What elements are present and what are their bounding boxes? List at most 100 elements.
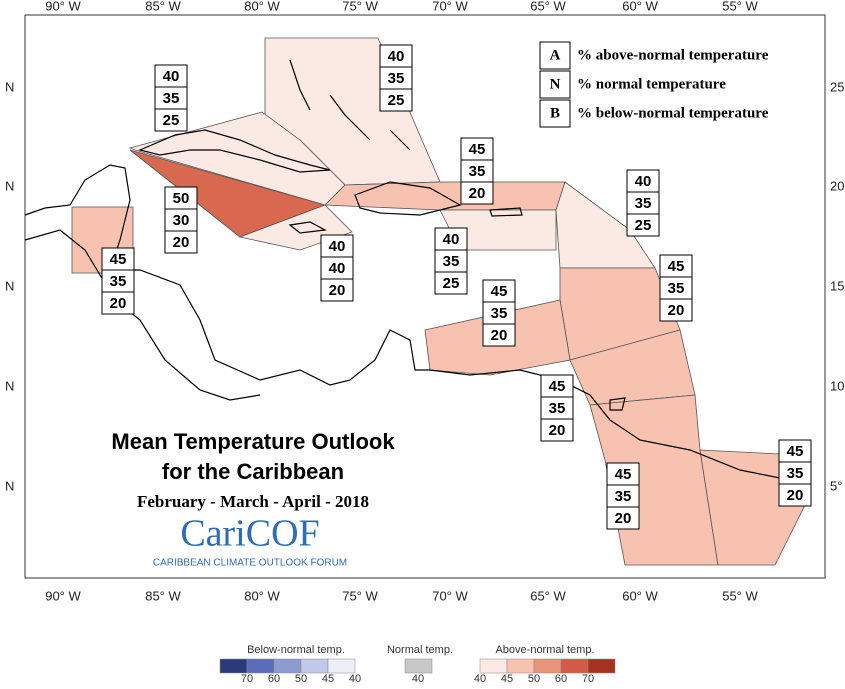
probability-value: 40	[329, 238, 346, 255]
probability-value: 20	[491, 327, 508, 344]
right-axis-label: 10	[830, 378, 844, 393]
scale-tick: 70	[241, 673, 253, 684]
title-line2: for the Caribbean	[162, 459, 344, 484]
legend-key: A	[550, 47, 561, 63]
probability-value: 45	[469, 141, 486, 158]
probability-value: 35	[469, 163, 486, 180]
probability-value: 35	[635, 195, 652, 212]
scale-tick: 70	[582, 673, 594, 684]
probability-value: 20	[787, 487, 804, 504]
probability-value: 40	[635, 173, 652, 190]
probability-value: 35	[668, 280, 685, 297]
scale-tick: 45	[322, 673, 334, 684]
scale-swatch	[404, 658, 433, 674]
left-axis-label: N	[5, 278, 14, 293]
right-axis-label: 15	[830, 278, 844, 293]
probability-value: 20	[549, 422, 566, 439]
bottom-axis-label: 55° W	[722, 588, 758, 603]
scale-tick: 40	[412, 673, 424, 684]
left-axis-label: N	[5, 478, 14, 493]
legend-key-box	[539, 41, 571, 70]
probability-value: 40	[388, 48, 405, 65]
legend-key: N	[550, 76, 561, 92]
scale-title: Below-normal temp.	[247, 644, 345, 656]
probability-value: 35	[615, 488, 632, 505]
legend-label: % below-normal temperature	[577, 105, 769, 121]
right-axis-label: 5°	[830, 478, 842, 493]
probability-value: 30	[173, 212, 190, 229]
legend-label: % normal temperature	[577, 76, 726, 92]
probability-cell	[320, 278, 354, 302]
bottom-axis-label: 60° W	[622, 588, 658, 603]
probability-value: 35	[443, 253, 460, 270]
probability-cell	[434, 271, 468, 295]
probability-value: 45	[110, 251, 127, 268]
probability-value: 50	[173, 190, 190, 207]
top-axis-label: 85° W	[145, 0, 181, 13]
legend: A % above-normal temperature N % normal tem…	[539, 41, 769, 128]
probability-value: 35	[163, 90, 180, 107]
probability-value: 25	[635, 217, 652, 234]
left-axis-label: N	[5, 79, 14, 94]
probability-value: 25	[388, 92, 405, 109]
scale-swatch	[560, 658, 589, 674]
scale-tick: 40	[474, 673, 486, 684]
left-axis-label: N	[5, 178, 14, 193]
probability-value: 20	[615, 510, 632, 527]
scale-swatch	[479, 658, 508, 674]
scale-swatch	[587, 658, 616, 674]
probability-cell	[659, 298, 693, 322]
logo: CariCOF	[180, 513, 319, 555]
probability-cell	[540, 418, 574, 442]
right-axis-label: 25	[830, 79, 844, 94]
probability-cell	[482, 323, 516, 347]
probability-value: 40	[329, 260, 346, 277]
probability-value: 40	[443, 231, 460, 248]
probability-cell	[460, 181, 494, 205]
top-axis-label: 65° W	[530, 0, 566, 13]
right-axis-label: 20	[830, 178, 844, 193]
probability-value: 45	[549, 378, 566, 395]
probability-value: 20	[469, 185, 486, 202]
probability-value: 45	[668, 258, 685, 275]
probability-value: 45	[615, 466, 632, 483]
probability-cell	[101, 291, 135, 315]
top-axis-label: 90° W	[45, 0, 81, 13]
scale-tick: 50	[528, 673, 540, 684]
probability-value: 35	[388, 70, 405, 87]
scale-swatch	[246, 658, 275, 674]
probability-cell	[379, 88, 413, 112]
top-axis-label: 60° W	[622, 0, 658, 13]
probability-cell	[164, 230, 198, 254]
title-period: February - March - April - 2018	[137, 492, 369, 511]
bottom-axis-label: 75° W	[342, 588, 378, 603]
overlay: 40 35 25 40 35 25 50 30 20 45 35 20 40 40 20 45 35 20 40 35…	[101, 44, 812, 530]
probability-value: 45	[787, 443, 804, 460]
probability-value: 35	[110, 273, 127, 290]
scale-tick: 60	[268, 673, 280, 684]
probability-value: 25	[443, 275, 460, 292]
bottom-axis-label: 80° W	[244, 588, 280, 603]
probability-cell	[154, 108, 188, 132]
title-line1: Mean Temperature Outlook	[111, 429, 395, 454]
top-axis-label: 55° W	[722, 0, 758, 13]
probability-value: 35	[491, 305, 508, 322]
top-axis-label: 80° W	[244, 0, 280, 13]
legend-key: B	[550, 105, 560, 121]
scale-tick: 45	[501, 673, 513, 684]
scale-tick: 50	[295, 673, 307, 684]
scale-swatch	[273, 658, 302, 674]
probability-value: 20	[173, 234, 190, 251]
scale-title: Above-normal temp.	[495, 644, 594, 656]
probability-value: 20	[329, 282, 346, 299]
scale-title: Normal temp.	[387, 644, 453, 656]
probability-cell	[606, 506, 640, 530]
probability-cell	[626, 213, 660, 237]
legend-key-box	[539, 70, 571, 99]
scale-swatch	[533, 658, 562, 674]
bottom-axis-label: 85° W	[145, 588, 181, 603]
bottom-axis-label: 90° W	[45, 588, 81, 603]
bottom-axis-label: 70° W	[432, 588, 468, 603]
scale-tick: 60	[555, 673, 567, 684]
